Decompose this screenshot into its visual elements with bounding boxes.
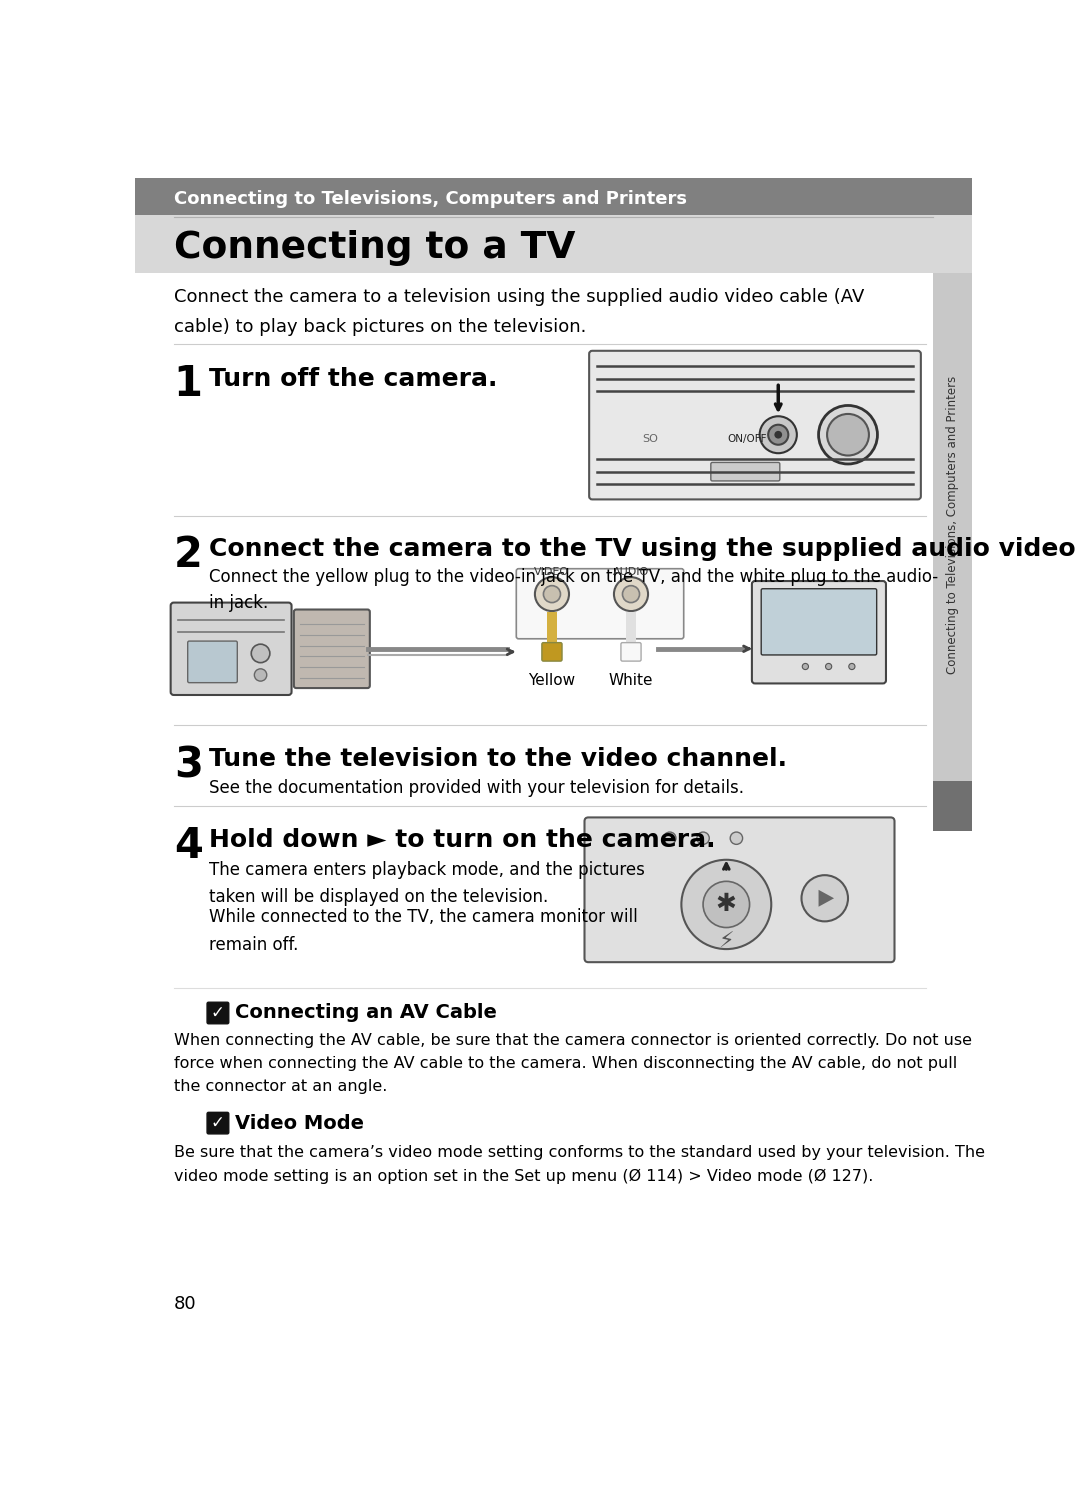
FancyBboxPatch shape xyxy=(207,1002,229,1024)
Text: Video Mode: Video Mode xyxy=(235,1113,364,1132)
Text: Hold down ► to turn on the camera.: Hold down ► to turn on the camera. xyxy=(208,828,715,851)
Circle shape xyxy=(827,415,869,456)
Polygon shape xyxy=(819,890,834,906)
FancyBboxPatch shape xyxy=(542,642,562,661)
FancyBboxPatch shape xyxy=(135,178,972,215)
FancyBboxPatch shape xyxy=(516,569,684,639)
Circle shape xyxy=(849,663,855,670)
Circle shape xyxy=(819,406,877,464)
Circle shape xyxy=(535,577,569,611)
FancyBboxPatch shape xyxy=(625,612,636,654)
FancyBboxPatch shape xyxy=(207,1113,229,1134)
Circle shape xyxy=(613,577,648,611)
Circle shape xyxy=(825,663,832,670)
FancyBboxPatch shape xyxy=(933,273,972,782)
Text: 80: 80 xyxy=(174,1294,197,1312)
Circle shape xyxy=(252,643,270,663)
Text: Tune the television to the video channel.: Tune the television to the video channel… xyxy=(208,747,786,771)
FancyBboxPatch shape xyxy=(761,588,877,655)
Circle shape xyxy=(730,832,743,844)
Text: AUDIO: AUDIO xyxy=(612,566,649,577)
Text: ✱: ✱ xyxy=(716,893,737,917)
Text: SO: SO xyxy=(643,434,659,444)
FancyBboxPatch shape xyxy=(135,273,972,1323)
Text: Connecting to Televisions, Computers and Printers: Connecting to Televisions, Computers and… xyxy=(174,190,687,208)
Text: Connect the camera to a television using the supplied audio video cable (AV
cabl: Connect the camera to a television using… xyxy=(174,288,864,336)
Circle shape xyxy=(663,832,676,844)
Circle shape xyxy=(759,416,797,453)
FancyBboxPatch shape xyxy=(546,612,557,654)
Text: 4: 4 xyxy=(174,825,203,868)
Text: VIDEO: VIDEO xyxy=(535,566,569,577)
Text: Turn off the camera.: Turn off the camera. xyxy=(208,367,497,391)
FancyBboxPatch shape xyxy=(711,462,780,481)
Text: Yellow: Yellow xyxy=(528,673,576,688)
Circle shape xyxy=(768,425,788,444)
Circle shape xyxy=(703,881,750,927)
Text: Connect the camera to the TV using the supplied audio video cable.: Connect the camera to the TV using the s… xyxy=(208,536,1080,562)
Text: While connected to the TV, the camera monitor will
remain off.: While connected to the TV, the camera mo… xyxy=(208,908,637,954)
Circle shape xyxy=(697,832,710,844)
Text: Connecting to a TV: Connecting to a TV xyxy=(174,230,576,266)
Text: 3: 3 xyxy=(174,744,203,786)
Text: Connecting to Televisions, Computers and Printers: Connecting to Televisions, Computers and… xyxy=(946,376,959,675)
Circle shape xyxy=(774,431,782,438)
Circle shape xyxy=(681,860,771,950)
Text: When connecting the AV cable, be sure that the camera connector is oriented corr: When connecting the AV cable, be sure th… xyxy=(174,1033,972,1094)
Text: Connecting an AV Cable: Connecting an AV Cable xyxy=(235,1003,497,1022)
FancyBboxPatch shape xyxy=(135,215,972,273)
Circle shape xyxy=(801,875,848,921)
Text: White: White xyxy=(609,673,653,688)
Text: See the documentation provided with your television for details.: See the documentation provided with your… xyxy=(208,779,744,796)
Text: Be sure that the camera’s video mode setting conforms to the standard used by yo: Be sure that the camera’s video mode set… xyxy=(174,1144,985,1183)
Text: ON/OFF: ON/OFF xyxy=(728,434,767,444)
Text: ⚡: ⚡ xyxy=(718,932,734,951)
FancyBboxPatch shape xyxy=(171,603,292,695)
Text: Connect the yellow plug to the video-in jack on the TV, and the white plug to th: Connect the yellow plug to the video-in … xyxy=(208,568,937,612)
Text: The camera enters playback mode, and the pictures
taken will be displayed on the: The camera enters playback mode, and the… xyxy=(208,860,645,906)
FancyBboxPatch shape xyxy=(584,817,894,961)
Circle shape xyxy=(543,585,561,603)
FancyBboxPatch shape xyxy=(188,640,238,682)
Text: 1: 1 xyxy=(174,363,203,406)
FancyBboxPatch shape xyxy=(294,609,369,688)
FancyBboxPatch shape xyxy=(752,581,886,684)
FancyBboxPatch shape xyxy=(621,642,642,661)
FancyBboxPatch shape xyxy=(590,351,921,499)
Text: ✓: ✓ xyxy=(211,1114,225,1132)
Text: ✓: ✓ xyxy=(211,1005,225,1022)
Text: 2: 2 xyxy=(174,533,203,577)
Circle shape xyxy=(802,663,809,670)
Circle shape xyxy=(255,669,267,681)
FancyBboxPatch shape xyxy=(933,782,972,831)
Circle shape xyxy=(622,585,639,603)
